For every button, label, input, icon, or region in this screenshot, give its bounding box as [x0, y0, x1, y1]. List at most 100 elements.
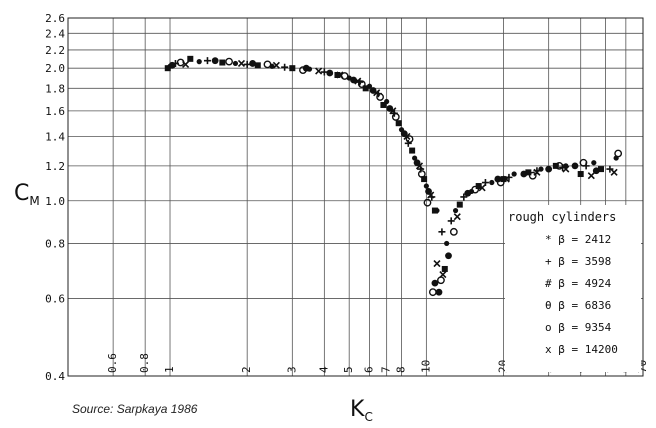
y-tick-label: 0.8 — [45, 237, 65, 250]
y-axis-label-sub: M — [29, 194, 39, 208]
data-point — [449, 227, 458, 236]
x-axis-label-sub: C — [364, 410, 372, 424]
y-tick-label: 0.6 — [45, 292, 65, 305]
data-point — [528, 171, 537, 180]
data-point — [525, 169, 532, 176]
source-caption: Source: Sarpkaya 1986 — [72, 402, 198, 416]
data-point — [409, 147, 416, 154]
data-point — [254, 62, 261, 69]
data-point — [404, 139, 412, 147]
data-point — [438, 228, 446, 236]
data-point — [369, 87, 377, 94]
data-point — [415, 162, 424, 170]
legend-item: + β = 3598 — [545, 255, 611, 268]
data-point — [577, 171, 584, 178]
data-point — [471, 185, 480, 194]
data-point — [405, 135, 414, 144]
x-tick-label: 10 — [419, 360, 432, 373]
data-point — [445, 252, 452, 260]
data-point — [196, 59, 202, 65]
data-point — [464, 189, 472, 197]
legend: rough cylinders * β = 2412 + β = 3598 # β … — [505, 205, 641, 372]
y-tick-label: 2.2 — [45, 44, 65, 57]
y-tick-label: 2.0 — [45, 62, 65, 75]
data-point — [453, 213, 461, 221]
data-point — [315, 67, 323, 75]
data-point — [211, 57, 219, 65]
data-point — [417, 170, 426, 178]
x-tick-label: 5 — [342, 366, 355, 373]
data-point — [164, 65, 171, 72]
data-point — [431, 207, 438, 214]
y-tick-label: 0.4 — [45, 370, 65, 383]
data-point — [441, 265, 448, 272]
y-tick-label: 2.4 — [45, 27, 65, 40]
data-point — [533, 168, 541, 176]
data-point — [456, 201, 463, 208]
data-point — [494, 175, 502, 183]
x-tick-label: 0.8 — [138, 353, 151, 373]
data-point — [272, 61, 280, 69]
x-tick-label: 6 — [362, 366, 375, 373]
data-point — [299, 66, 307, 75]
y-tick-labels: 0.4 0.6 0.8 1.0 1.2 1.4 1.6 1.8 2.0 2.2 2.4 2.6 — [45, 12, 65, 383]
y-tick-label: 1.2 — [45, 160, 65, 173]
data-point — [187, 55, 194, 62]
data-point — [435, 288, 443, 296]
data-point — [182, 60, 190, 68]
data-point — [481, 179, 489, 187]
data-point — [571, 162, 579, 170]
data-point — [412, 155, 418, 161]
data-point — [354, 77, 362, 85]
data-points — [164, 55, 623, 297]
data-point — [500, 176, 507, 183]
data-point — [403, 132, 411, 140]
data-point — [380, 101, 387, 108]
data-point — [249, 60, 257, 67]
data-point — [433, 260, 441, 268]
x-axis-label: KC — [350, 397, 373, 424]
legend-items: * β = 2412 + β = 3598 # β = 4924 θ β = 6836… — [545, 233, 618, 356]
data-point — [431, 279, 439, 287]
data-point — [587, 172, 595, 180]
data-point — [289, 65, 296, 72]
data-point — [610, 168, 618, 176]
data-point — [511, 171, 517, 177]
data-point — [395, 120, 402, 127]
data-point — [362, 85, 369, 92]
data-point — [591, 160, 597, 166]
data-point — [389, 107, 397, 115]
data-point — [373, 89, 381, 97]
legend-item: * β = 2412 — [545, 233, 611, 246]
data-point — [437, 276, 445, 285]
y-axis-label-main: C — [14, 181, 29, 206]
y-tick-label: 1.0 — [45, 195, 65, 208]
data-point — [219, 59, 226, 66]
data-point — [439, 270, 447, 279]
data-point — [376, 93, 385, 101]
data-point — [427, 191, 435, 199]
y-tick-label: 2.6 — [45, 12, 65, 25]
data-point — [334, 71, 341, 78]
data-point — [423, 198, 432, 207]
legend-title: rough cylinders — [508, 210, 616, 224]
y-tick-label: 1.4 — [45, 130, 65, 143]
data-point — [460, 193, 468, 201]
data-point — [489, 179, 495, 186]
data-point — [336, 71, 344, 79]
data-point — [357, 80, 366, 89]
x-tick-label: 4 — [317, 366, 330, 373]
data-point — [562, 165, 570, 173]
data-point — [428, 288, 437, 297]
x-axis-label-main: K — [350, 397, 365, 422]
data-point — [478, 184, 486, 192]
data-point — [423, 183, 429, 189]
data-point — [606, 165, 614, 173]
data-point — [421, 176, 428, 183]
legend-item: θ β = 6836 — [545, 299, 611, 312]
data-point — [281, 63, 289, 71]
data-point — [391, 113, 400, 121]
data-point — [475, 183, 482, 190]
x-tick-label: 1 — [163, 366, 176, 373]
y-tick-label: 1.8 — [45, 82, 65, 95]
